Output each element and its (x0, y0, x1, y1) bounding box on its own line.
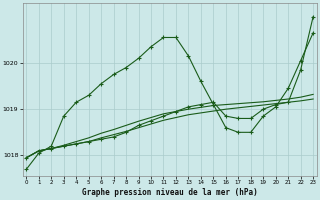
X-axis label: Graphe pression niveau de la mer (hPa): Graphe pression niveau de la mer (hPa) (82, 188, 258, 197)
